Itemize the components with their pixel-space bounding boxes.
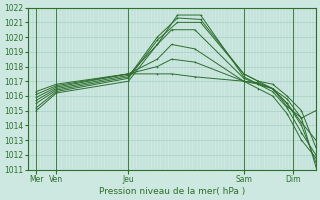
X-axis label: Pression niveau de la mer( hPa ): Pression niveau de la mer( hPa ): [99, 187, 245, 196]
